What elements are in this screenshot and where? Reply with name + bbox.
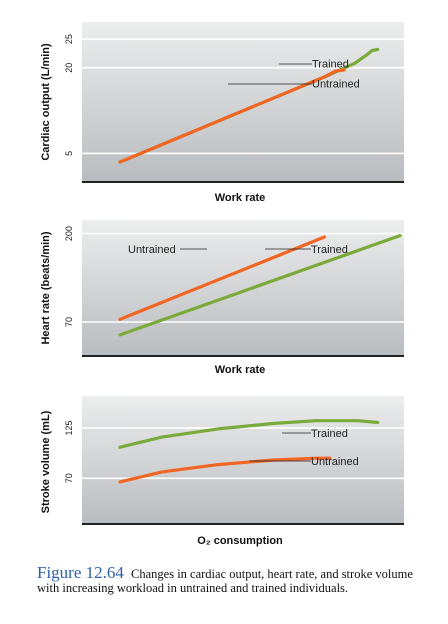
untrained-annotation: Untrained — [311, 456, 359, 468]
x-axis-label: Work rate — [215, 364, 266, 376]
gridlines — [82, 232, 404, 323]
heart-rate-panel: 70 200 Untrained Trained Work rate Heart … — [40, 220, 404, 376]
x-axis-label: Work rate — [215, 192, 266, 204]
series-annotations: Trained Untrained — [228, 59, 360, 91]
trained-annotation: Trained — [311, 428, 348, 440]
trained-series-line — [118, 419, 380, 449]
untrained-series-line — [118, 68, 346, 164]
y-tick-label-70: 70 — [64, 473, 74, 483]
cardiac-output-panel: 5 20 25 Trained Untrained Work rate Cardia… — [40, 22, 404, 204]
caption-text: Changes in cardiac output, heart rate, a… — [37, 567, 413, 595]
trained-series-line — [118, 234, 402, 337]
untrained-series-line — [118, 456, 332, 484]
untrained-annotation: Untrained — [128, 244, 176, 256]
y-tick-label-5: 5 — [64, 151, 74, 156]
y-axis-label: Cardiac output (L/min) — [40, 43, 52, 161]
untrained-series-line — [118, 235, 326, 321]
series-annotations: Trained Untrained — [249, 428, 359, 468]
y-tick-labels: 70 125 — [64, 420, 74, 483]
figure-number: Figure 12.64 — [37, 563, 124, 582]
gridlines — [82, 38, 404, 155]
series-lines — [118, 234, 402, 337]
untrained-annotation: Untrained — [312, 79, 360, 91]
trained-annotation: Trained — [312, 59, 349, 71]
y-axis-label: Heart rate (beats/min) — [40, 231, 52, 344]
y-tick-labels: 70 200 — [64, 226, 74, 327]
series-lines — [118, 47, 380, 164]
y-tick-label-125: 125 — [64, 420, 74, 435]
plot-background — [82, 220, 404, 356]
series-lines — [118, 419, 380, 484]
figure-caption: Figure 12.64 Changes in cardiac output, … — [37, 563, 437, 595]
y-tick-label-25: 25 — [64, 34, 74, 44]
y-axis-label: Stroke volume (mL) — [40, 410, 52, 513]
y-tick-label-20: 20 — [64, 63, 74, 73]
y-tick-labels: 5 20 25 — [64, 34, 74, 156]
trained-annotation: Trained — [311, 244, 348, 256]
x-axis-label: O₂ consumption — [197, 535, 283, 547]
stroke-volume-panel: 70 125 Trained Untrained O₂ consumption S… — [40, 396, 404, 547]
y-tick-label-70: 70 — [64, 317, 74, 327]
series-annotations: Untrained Trained — [128, 244, 348, 256]
y-tick-label-200: 200 — [64, 226, 74, 241]
plot-background — [82, 396, 404, 524]
